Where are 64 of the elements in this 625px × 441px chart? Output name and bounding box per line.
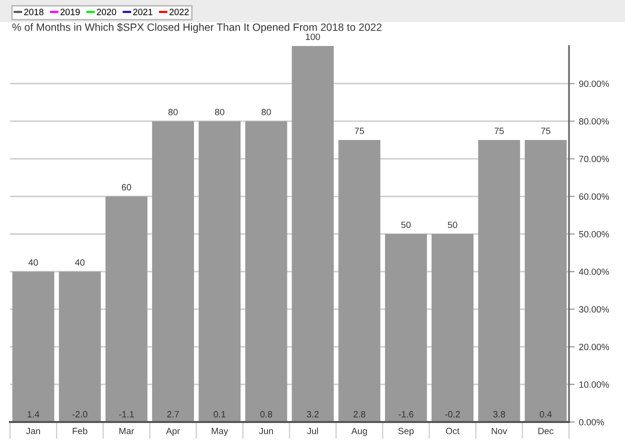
annotation: 0.1	[214, 411, 226, 418]
x-tick-label: Jun	[259, 428, 273, 434]
data-label: 80	[168, 108, 178, 116]
y-tick-label: 90.00%	[579, 80, 610, 87]
data-label: 80	[214, 108, 224, 116]
annotation: 3.2	[306, 411, 319, 418]
x-tick-label: Jul	[307, 428, 318, 434]
x-tick-label: Apr	[166, 428, 180, 436]
annotation: 2.8	[354, 411, 366, 418]
x-tick-label: May	[212, 428, 228, 436]
x-tick-label: Dec	[538, 428, 554, 434]
annotation: 2.7	[167, 411, 179, 418]
y-tick-label: 30.00%	[579, 306, 610, 313]
bar	[524, 140, 567, 422]
x-tick-label: Jan	[26, 428, 40, 434]
legend-label: 2020	[96, 8, 116, 16]
annotation: -1.1	[119, 411, 134, 418]
x-tick-label: Mar	[119, 428, 134, 434]
bar	[292, 46, 334, 422]
bar	[245, 121, 288, 422]
legend-label: 2019	[60, 8, 80, 16]
chart-title: % of Months in Which $SPX Closed Higher Than It Opened From 2018 to 2022	[12, 23, 382, 33]
legend-label: 2021	[133, 8, 152, 16]
annotation: -1.6	[398, 411, 414, 418]
bar	[58, 272, 101, 422]
data-label: 50	[401, 222, 411, 228]
legend-label: 2022	[170, 8, 189, 16]
legend-label: 2018	[24, 8, 44, 16]
annotation: 0.8	[260, 411, 272, 418]
annotation: 1.4	[28, 411, 40, 418]
data-label: 60	[122, 184, 132, 190]
data-label: 75	[354, 128, 364, 134]
data-label: 75	[494, 128, 504, 134]
bar	[105, 196, 148, 422]
y-tick-label: 40.00%	[578, 268, 610, 275]
bar	[432, 234, 474, 422]
y-tick-label: 60.00%	[579, 193, 610, 200]
bar	[152, 121, 194, 422]
bar	[12, 272, 54, 422]
bar	[198, 121, 241, 422]
y-tick-label: 0.00%	[579, 418, 604, 426]
data-label: 80	[262, 108, 271, 116]
annotation: -2.0	[72, 411, 88, 418]
bar	[384, 234, 427, 422]
annotation: 3.8	[493, 411, 506, 418]
data-label: 75	[541, 128, 550, 134]
x-tick-label: Aug	[351, 428, 367, 436]
bar	[338, 140, 380, 422]
y-tick-label: 50.00%	[579, 230, 610, 238]
x-tick-label: Feb	[72, 428, 88, 434]
y-tick-label: 20.00%	[579, 344, 610, 350]
annotation: -0.2	[445, 411, 460, 418]
y-tick-label: 80.00%	[579, 118, 610, 125]
bar	[478, 140, 520, 422]
x-tick-label: Oct	[446, 428, 460, 434]
data-label: 100	[306, 34, 320, 40]
data-label: 50	[448, 222, 458, 228]
data-label: 40	[28, 259, 38, 266]
annotation: 0.4	[540, 411, 552, 418]
x-tick-label: Nov	[492, 428, 508, 434]
y-tick-label: 10.00%	[579, 381, 610, 388]
x-tick-label: Sep	[398, 428, 414, 436]
y-tick-label: 70.00%	[579, 156, 610, 162]
data-label: 40	[75, 259, 85, 266]
